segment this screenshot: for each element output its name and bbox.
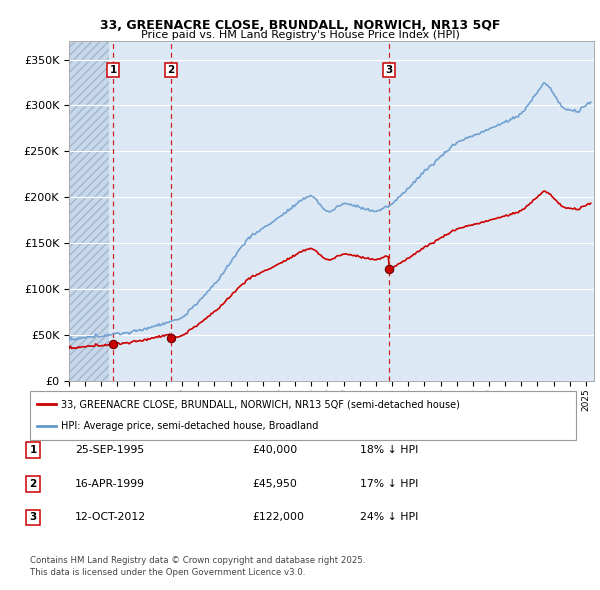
- Text: 3: 3: [385, 65, 392, 75]
- FancyBboxPatch shape: [30, 391, 576, 440]
- Text: 33, GREENACRE CLOSE, BRUNDALL, NORWICH, NR13 5QF: 33, GREENACRE CLOSE, BRUNDALL, NORWICH, …: [100, 19, 500, 32]
- Text: 33, GREENACRE CLOSE, BRUNDALL, NORWICH, NR13 5QF (semi-detached house): 33, GREENACRE CLOSE, BRUNDALL, NORWICH, …: [61, 399, 460, 409]
- Text: 18% ↓ HPI: 18% ↓ HPI: [360, 445, 418, 455]
- Bar: [69, 41, 109, 381]
- Text: 2: 2: [167, 65, 174, 75]
- Text: 24% ↓ HPI: 24% ↓ HPI: [360, 513, 418, 522]
- Text: Contains HM Land Registry data © Crown copyright and database right 2025.
This d: Contains HM Land Registry data © Crown c…: [30, 556, 365, 577]
- Text: 16-APR-1999: 16-APR-1999: [75, 479, 145, 489]
- Text: 12-OCT-2012: 12-OCT-2012: [75, 513, 146, 522]
- Text: HPI: Average price, semi-detached house, Broadland: HPI: Average price, semi-detached house,…: [61, 421, 319, 431]
- Text: £40,000: £40,000: [252, 445, 297, 455]
- Text: £45,950: £45,950: [252, 479, 297, 489]
- Text: 25-SEP-1995: 25-SEP-1995: [75, 445, 144, 455]
- Text: 3: 3: [29, 513, 37, 522]
- Text: Price paid vs. HM Land Registry's House Price Index (HPI): Price paid vs. HM Land Registry's House …: [140, 31, 460, 40]
- Text: 2: 2: [29, 479, 37, 489]
- Text: 1: 1: [109, 65, 117, 75]
- Text: 1: 1: [29, 445, 37, 455]
- Text: 17% ↓ HPI: 17% ↓ HPI: [360, 479, 418, 489]
- Text: £122,000: £122,000: [252, 513, 304, 522]
